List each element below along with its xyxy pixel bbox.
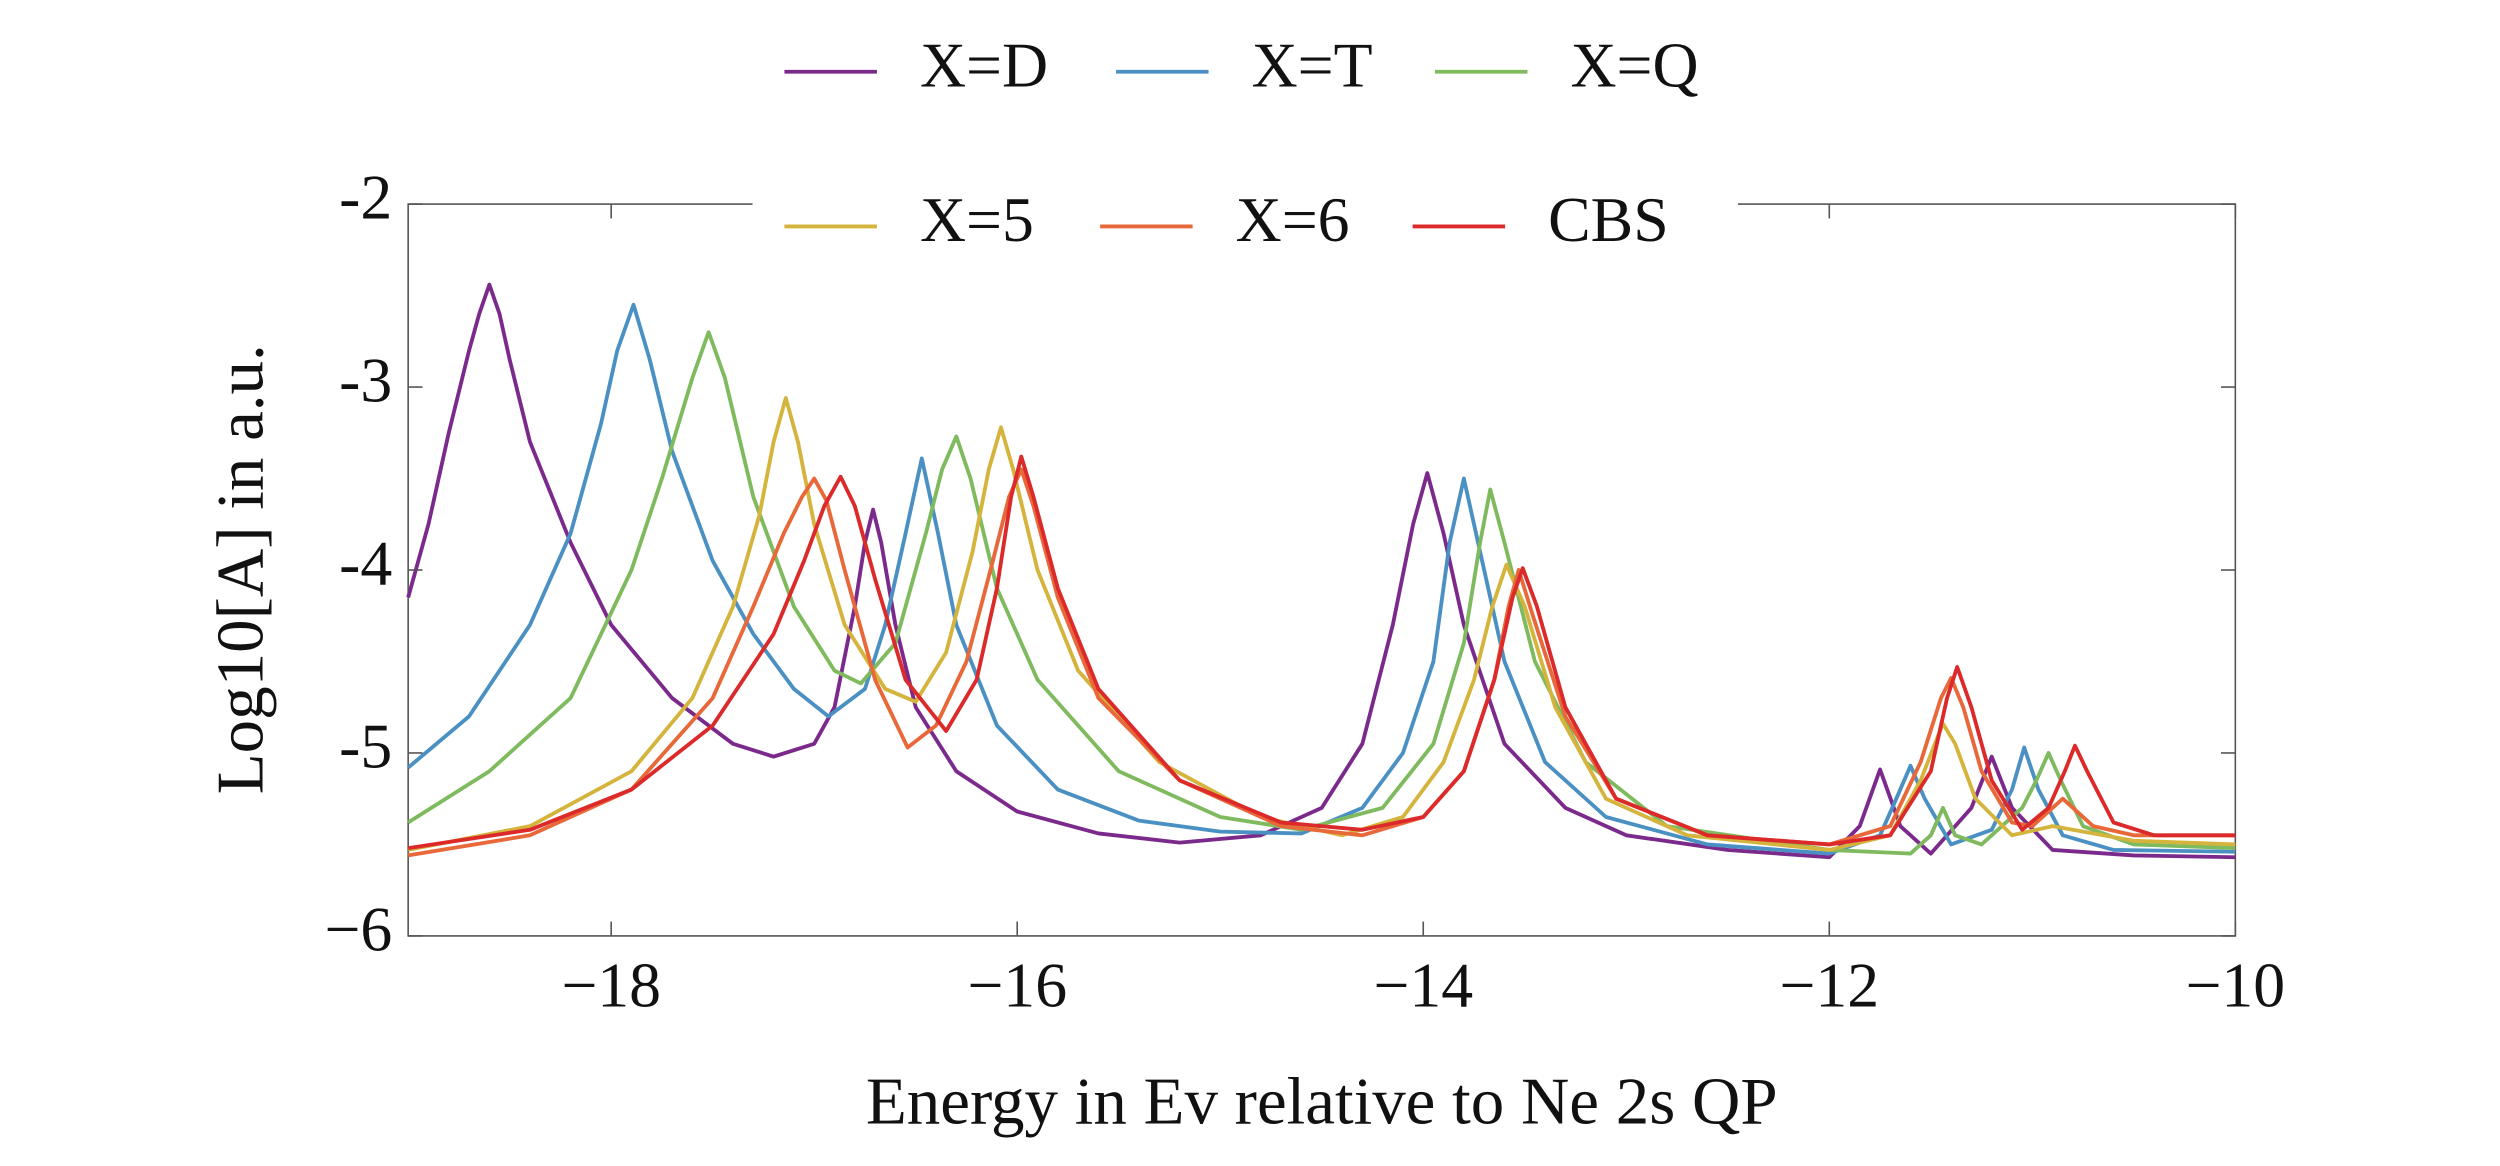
y-tick-label: −6: [324, 894, 392, 965]
legend-label: X=6: [1236, 184, 1350, 255]
legend-label: CBS: [1548, 184, 1669, 255]
series-line: [407, 330, 2236, 856]
legend-label: X=T: [1252, 29, 1373, 100]
legend-label: X=D: [920, 29, 1048, 100]
series-line: [407, 396, 2236, 852]
x-tick-label: −10: [2185, 949, 2285, 1020]
legend: X=D X=T X=Q X=5 X=6 CBS: [784, 29, 1699, 255]
series-line: [407, 467, 2236, 858]
x-tick-label: −12: [1779, 949, 1879, 1020]
y-axis-title: Log10[A] in a.u.: [203, 344, 277, 794]
plot-lines: [406, 282, 2236, 860]
y-tick-label: -2: [339, 162, 392, 233]
x-tick-label: −14: [1373, 949, 1473, 1020]
axes: −18 −16 −14 −12 −10 −6 -5 -4 -3 -2: [324, 162, 2285, 1021]
series-line: [406, 282, 2236, 860]
y-tick-label: -3: [339, 345, 392, 416]
series-line: [406, 302, 2236, 856]
x-tick-label: −18: [561, 949, 661, 1020]
legend-label: X=5: [920, 184, 1034, 255]
y-tick-label: -5: [339, 711, 392, 782]
legend-background: [752, 188, 1738, 268]
legend-label: X=Q: [1570, 29, 1698, 100]
series-line: [407, 454, 2236, 850]
y-tick-label: -4: [339, 528, 392, 599]
x-axis-title: Energy in Ev relative to Ne 2s QP: [866, 1064, 1778, 1138]
x-tick-label: −16: [967, 949, 1067, 1020]
